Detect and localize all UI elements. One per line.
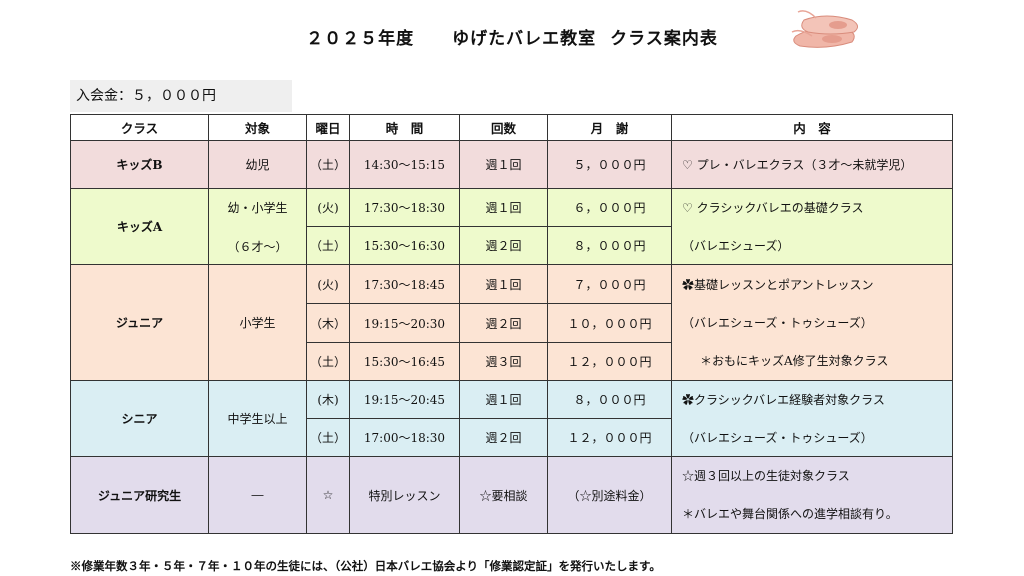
content: ♡ プレ・バレエクラス（３才～未就学児） [671,140,953,189]
count: 週２回 [459,226,548,265]
day: （土） [306,418,350,457]
monthly-fee: ８，０００円 [547,380,672,419]
time: 17:30～18:45 [349,264,460,304]
header-target: 対象 [208,114,307,141]
time: 15:30～16:30 [349,226,460,265]
target: 中学生以上 [208,380,307,457]
table-row: （土） 17:00～18:30 週２回 １２，０００円 [71,418,953,457]
class-name: キッズB [70,140,209,189]
monthly-fee: ６，０００円 [547,188,672,227]
footnote: ※修業年数３年・５年・７年・１０年の生徒には、（公社）日本バレエ協会より「修業認… [70,559,661,573]
count: 週１回 [459,140,548,189]
class-name: キッズA [70,188,209,265]
time: 17:00～18:30 [349,418,460,457]
count: 週３回 [459,342,548,381]
table-row: （土） 15:30～16:45 週３回 １２，０００円 [71,342,953,381]
count: 週１回 [459,264,548,304]
day: （土） [306,226,350,265]
monthly-fee: １２，０００円 [547,418,672,457]
count: 週１回 [459,188,548,227]
time: 15:30～16:45 [349,342,460,381]
day: ☆ [306,456,350,534]
target: 幼・小学生 （６才～） [208,188,307,265]
count: 週２回 [459,303,548,343]
day: (木) [306,380,350,419]
count: ☆要相談 [459,456,548,534]
day: (火) [306,264,350,304]
tulip-icon: ♡ [682,157,693,172]
day: (火) [306,188,350,227]
entrance-fee: 入会金：５，０００円 [70,80,292,112]
header-content: 内 容 [671,114,953,141]
count: 週１回 [459,380,548,419]
table-row: シニア 中学生以上 (木) 19:15～20:45 週１回 ８，０００円 ✿クラ… [70,380,953,457]
day: （木） [306,303,350,343]
monthly-fee: １２，０００円 [547,342,672,381]
target: 小学生 [208,264,307,381]
content: ☆週３回以上の生徒対象クラス ＊バレエや舞台関係への進学相談有り。 [671,456,953,534]
monthly-fee: １０，０００円 [547,303,672,343]
table-row: ジュニア研究生 ― ☆ 特別レッスン ☆要相談 （☆別途料金） ☆週３回以上の生… [70,456,953,534]
monthly-fee: ８，０００円 [547,226,672,265]
monthly-fee: （☆別途料金） [547,456,672,534]
tulip-icon: ♡ [682,200,693,215]
class-name: シニア [70,380,209,457]
table-row: キッズB 幼児 （土） 14:30～15:15 週１回 ５，０００円 ♡ プレ・… [70,140,953,189]
time: 19:15～20:45 [349,380,460,419]
time: 19:15～20:30 [349,303,460,343]
title-doc: クラス案内表 [610,29,718,49]
header-fee: 月 謝 [547,114,672,141]
table-row: ジュニア 小学生 (火) 17:30～18:45 週１回 ７，０００円 ✿基礎レ… [70,264,953,381]
title-year: ２０２５年度 [306,29,415,49]
class-name: ジュニア研究生 [70,456,209,534]
target: 幼児 [208,140,307,189]
day: （土） [306,140,350,189]
header-count: 回数 [459,114,548,141]
header-day: 曜日 [306,114,350,141]
table-row: キッズA 幼・小学生 （６才～） (火) 17:30～18:30 週１回 ６，０… [70,188,953,265]
header-class: クラス [70,114,209,141]
table-row: （土） 15:30～16:30 週２回 ８，０００円 [71,226,953,265]
count: 週２回 [459,418,548,457]
page-title: ２０２５年度 ゆげたバレエ教室 クラス案内表 [0,24,1024,49]
class-name: ジュニア [70,264,209,381]
header-time: 時 間 [349,114,460,141]
monthly-fee: ７，０００円 [547,264,672,304]
flower-icon: ✿ [682,277,695,292]
ballet-shoes-image [786,6,870,58]
class-table: クラス 対象 曜日 時 間 回数 月 謝 内 容 キッズB 幼児 （土） 14:… [70,114,953,534]
flower-icon: ✿ [682,392,695,407]
content: ♡ クラシックバレエの基礎クラス （バレエシューズ） [671,188,953,265]
content: ✿基礎レッスンとポアントレッスン （バレエシューズ・トゥシューズ） ＊おもにキッ… [671,264,953,381]
time: 特別レッスン [349,456,460,534]
title-school: ゆげたバレエ教室 [452,29,597,49]
monthly-fee: ５，０００円 [547,140,672,189]
day: （土） [306,342,350,381]
content: ✿クラシックバレエ経験者対象クラス （バレエシューズ・トゥシューズ） [671,380,953,457]
header-row: クラス 対象 曜日 時 間 回数 月 謝 内 容 [70,114,953,141]
time: 17:30～18:30 [349,188,460,227]
time: 14:30～15:15 [349,140,460,189]
target: ― [208,456,307,534]
table-row: （木） 19:15～20:30 週２回 １０，０００円 [71,303,953,343]
